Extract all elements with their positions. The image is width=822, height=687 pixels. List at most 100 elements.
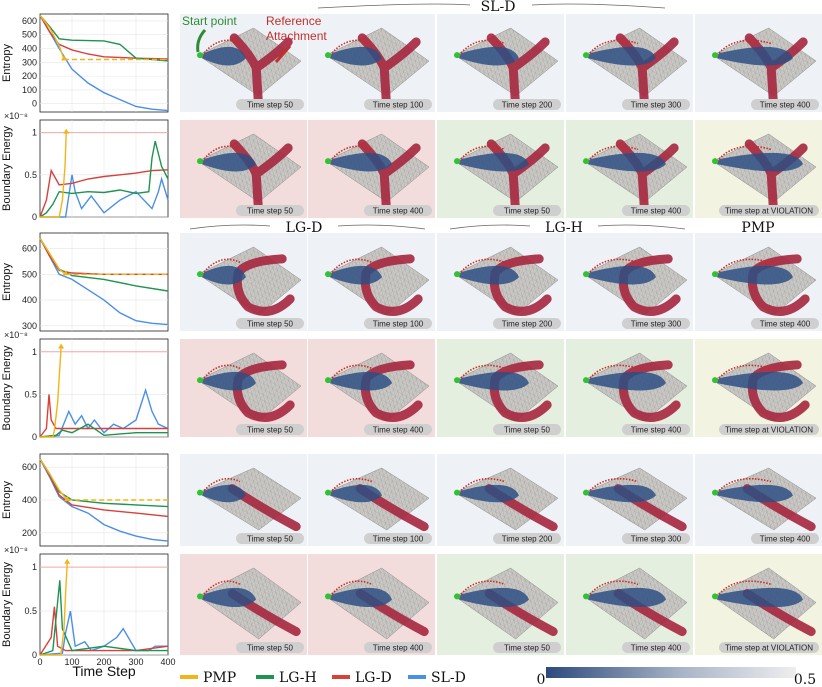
start-point-marker: [454, 489, 460, 496]
colorbar-gradient: [546, 667, 796, 678]
start-point-marker: [325, 158, 331, 165]
y-axis-label: Entropy: [1, 44, 13, 82]
start-point-marker: [325, 271, 331, 278]
tile-label-pill: [622, 424, 690, 435]
series-line-pmp: [39, 458, 68, 501]
tile-label: Time step 50: [247, 320, 293, 329]
coverage-blob: [459, 152, 529, 172]
coverage-blob: [330, 152, 392, 172]
tile-label: Time step 50: [247, 207, 293, 216]
y-tick-label: 0: [32, 432, 37, 442]
tile-label-pill: [364, 424, 432, 435]
trajectory: [458, 364, 506, 381]
start-point-arrow: [196, 28, 207, 53]
tile-label: Time step 100: [373, 320, 424, 329]
trajectory: [716, 258, 772, 275]
start-point-marker: [712, 489, 718, 496]
coverage-blob: [717, 265, 793, 285]
start-point-marker: [325, 593, 331, 600]
tile-label-pill: [236, 205, 304, 216]
coverage-blob: [717, 484, 793, 503]
tile-label: Time step 400: [373, 644, 424, 653]
tile-label-pill: [719, 205, 819, 216]
series-line-pmp: [39, 14, 65, 60]
tile-label: Time step 50: [504, 207, 550, 216]
sim-tile: Time step 300: [566, 233, 693, 331]
tile-label: Time step 400: [760, 320, 811, 329]
start-point-marker: [454, 271, 460, 278]
start-point-label: Start point: [182, 14, 237, 28]
reference-attachment: [232, 254, 295, 316]
y-tick-label: 300: [22, 57, 37, 67]
tile-label: Time step 400: [760, 535, 811, 544]
title-rule-right: [531, 3, 666, 9]
coverage-blob: [330, 587, 392, 608]
colorbar: 0 0.5: [537, 667, 816, 687]
y-tick-label: 600: [22, 462, 37, 472]
sim-tile: Time step 400: [695, 454, 822, 546]
sim-tile: Time step at VIOLATION: [695, 339, 822, 437]
series-line-pmp: [40, 132, 67, 218]
y-tick-label: 1: [32, 347, 37, 357]
tile-label-pill: [236, 318, 304, 329]
tile-label: Time step 200: [502, 320, 553, 329]
title-rule-lgd-left: [189, 224, 271, 230]
start-point-marker: [712, 377, 718, 384]
sim-tile: Time step 50: [180, 233, 307, 331]
start-point-marker: [454, 377, 460, 384]
start-point-marker: [454, 593, 460, 600]
y-axis-label: Entropy: [1, 263, 13, 301]
chart-6: 0 0.5 1 ×10⁻⁸ Boundary Energy 0 100 200 300 400: [1, 545, 176, 667]
legend-item-lg-h: LG-H: [256, 670, 317, 686]
sim-tile: Time step 50: [180, 120, 307, 218]
chart-5: 200 400 600 Entropy: [1, 453, 169, 547]
tile-label-pill: [236, 424, 304, 435]
tile-label-pill: [493, 205, 561, 216]
sim-tile: Time step 400: [566, 339, 693, 437]
legend-label: PMP: [203, 670, 236, 686]
series-line-lg-d: [39, 237, 168, 275]
y-exponent: ×10⁻⁸: [4, 111, 28, 121]
reference-attachment-label-line2: Attachment: [266, 29, 327, 43]
tile-label: Time step 400: [631, 207, 682, 216]
y-tick-label: 600: [22, 16, 37, 26]
tile-label-pill: [364, 205, 432, 216]
sim-tile: Time step 100: [308, 14, 435, 112]
trajectory: [458, 39, 506, 56]
pmp-end-marker: [62, 270, 69, 276]
coverage-blob: [459, 265, 519, 285]
trajectory: [201, 478, 241, 494]
tile-label: Time step 50: [504, 426, 550, 435]
series-line-lg-h: [39, 423, 168, 438]
tile-label: Time step 50: [247, 644, 293, 653]
title-rule-lgh-left: [449, 224, 531, 230]
sim-tile: Time step 50: [180, 14, 307, 112]
start-point-marker: [583, 271, 589, 278]
tile-label-pill: [751, 318, 819, 329]
trajectory: [587, 258, 639, 275]
group-title-lg-d: LG-D: [286, 220, 323, 236]
y-tick-label: 1: [32, 128, 37, 138]
series-line-pmp: [40, 347, 62, 438]
coverage-blob: [330, 484, 382, 503]
coverage-blob: [330, 46, 382, 66]
sim-tile: Time step 50: [180, 554, 307, 655]
trajectory: [458, 145, 506, 162]
tile-label: Time step 50: [247, 535, 293, 544]
tile-label-pill: [364, 99, 432, 110]
start-point-marker: [712, 271, 718, 278]
coverage-blob: [717, 587, 803, 608]
title-rule-lgd-right: [337, 224, 426, 230]
y-tick-label: 300: [22, 321, 37, 331]
reference-attachment: [618, 360, 681, 422]
y-tick-label: 0: [32, 99, 37, 109]
coverage-blob: [459, 371, 529, 391]
sim-tile: Time step at VIOLATION: [695, 120, 822, 218]
tile-label-pill: [622, 642, 690, 653]
y-tick-label: 500: [22, 269, 37, 279]
tile-label: Time step at VIOLATION: [725, 426, 813, 435]
start-point-marker: [197, 271, 203, 278]
coverage-blob: [717, 152, 803, 172]
coverage-blob: [202, 152, 256, 172]
coverage-blob: [202, 265, 246, 285]
